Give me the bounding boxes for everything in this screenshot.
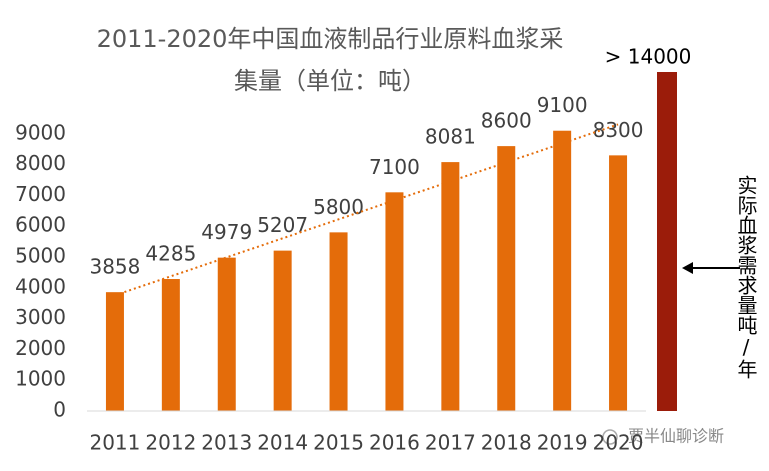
- demand-label: > 14000: [605, 45, 692, 69]
- y-tick-label: 1000: [15, 367, 66, 391]
- y-tick-label: 3000: [15, 305, 66, 329]
- x-tick-label: 2019: [537, 431, 588, 455]
- y-tick-label: 7000: [15, 182, 66, 206]
- bar: [609, 155, 628, 411]
- bar: [385, 192, 404, 411]
- bar: [105, 292, 124, 411]
- bar: [553, 130, 572, 411]
- value-label: 9100: [537, 93, 588, 117]
- arrow-head: [682, 262, 693, 274]
- value-label: 4285: [145, 242, 196, 266]
- x-tick-label: 2012: [145, 431, 196, 455]
- bar: [497, 146, 516, 411]
- value-label: 8600: [481, 109, 532, 133]
- x-tick-label: 2018: [481, 431, 532, 455]
- x-tick-label: 2014: [257, 431, 308, 455]
- x-tick-label: 2017: [425, 431, 476, 455]
- watermark: 贾半仙聊诊断: [628, 427, 724, 446]
- trendline: [114, 123, 619, 297]
- x-tick-label: 2016: [369, 431, 420, 455]
- value-label: 5800: [313, 195, 364, 219]
- watermark-icon: [602, 429, 618, 445]
- value-label: 4979: [201, 220, 252, 244]
- y-tick-label: 0: [53, 398, 66, 422]
- bar: [161, 279, 180, 411]
- x-tick-label: 2011: [89, 431, 140, 455]
- bar: [273, 250, 292, 411]
- chart-title: 集量（单位：吨）: [234, 67, 426, 95]
- value-label: 8081: [425, 125, 476, 149]
- chart-title: 2011-2020年中国血液制品行业原料血浆采: [97, 25, 564, 53]
- value-label: 5207: [257, 213, 308, 237]
- x-tick-label: 2013: [201, 431, 252, 455]
- y-tick-label: 2000: [15, 336, 66, 360]
- demand-bar: [657, 72, 677, 411]
- bar: [329, 232, 348, 411]
- value-label: 8300: [593, 118, 644, 142]
- x-tick-label: 2015: [313, 431, 364, 455]
- bar: [441, 162, 460, 411]
- value-label: 7100: [369, 155, 420, 179]
- y-tick-label: 5000: [15, 244, 66, 268]
- y-tick-label: 8000: [15, 151, 66, 175]
- bar: [217, 257, 236, 411]
- y-tick-label: 9000: [15, 120, 66, 144]
- y-tick-label: 6000: [15, 213, 66, 237]
- value-label: 3858: [89, 255, 140, 279]
- y-tick-label: 4000: [15, 274, 66, 298]
- x-tick-label: 2020: [593, 431, 644, 455]
- demand-annotation: 实际血浆需求量吨/年: [734, 175, 758, 379]
